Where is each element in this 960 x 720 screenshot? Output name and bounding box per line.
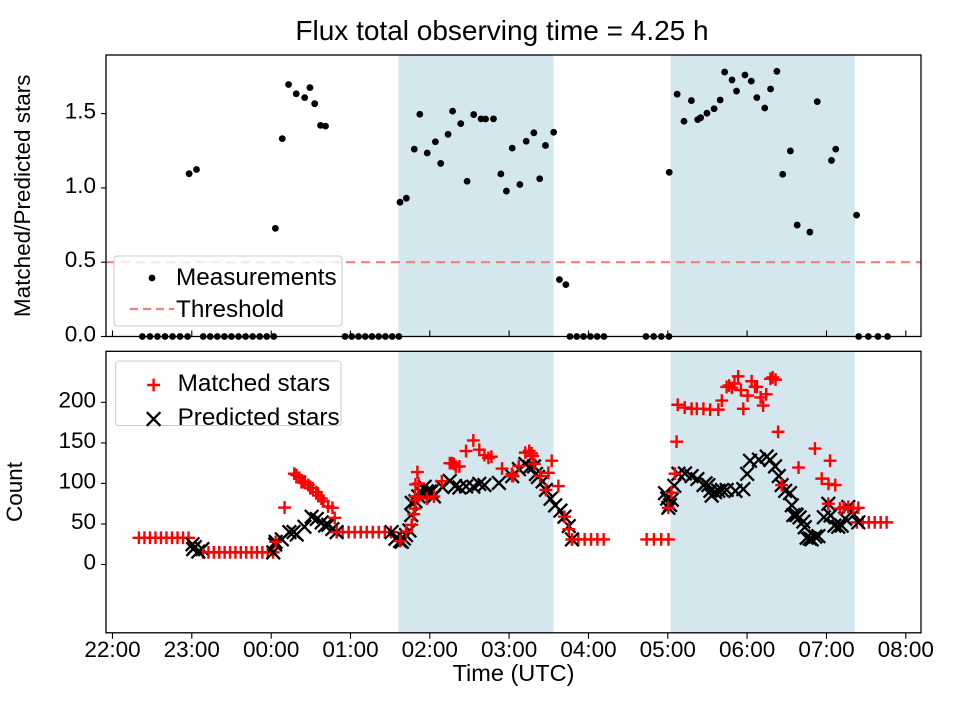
- svg-text:04:00: 04:00: [560, 637, 616, 662]
- svg-text:06:00: 06:00: [719, 637, 775, 662]
- svg-text:200: 200: [58, 387, 96, 412]
- svg-text:0.0: 0.0: [65, 322, 96, 347]
- svg-text:Flux total observing time = 4.: Flux total observing time = 4.25 h: [295, 15, 708, 46]
- svg-text:Count: Count: [2, 461, 27, 522]
- svg-text:1.5: 1.5: [65, 99, 96, 124]
- svg-text:Measurements: Measurements: [176, 264, 337, 291]
- svg-text:100: 100: [58, 468, 96, 493]
- svg-text:08:00: 08:00: [878, 637, 934, 662]
- svg-text:Predicted stars: Predicted stars: [178, 404, 340, 431]
- svg-text:02:00: 02:00: [402, 637, 458, 662]
- svg-text:Time (UTC): Time (UTC): [453, 660, 575, 686]
- svg-text:05:00: 05:00: [640, 637, 696, 662]
- svg-text:Threshold: Threshold: [176, 296, 284, 323]
- svg-text:Matched/Predicted stars: Matched/Predicted stars: [10, 74, 35, 317]
- svg-text:07:00: 07:00: [798, 637, 854, 662]
- svg-text:Matched stars: Matched stars: [178, 370, 331, 397]
- svg-text:23:00: 23:00: [164, 637, 220, 662]
- svg-text:22:00: 22:00: [84, 637, 140, 662]
- svg-text:01:00: 01:00: [322, 637, 378, 662]
- svg-text:00:00: 00:00: [243, 637, 299, 662]
- svg-text:50: 50: [71, 509, 96, 534]
- svg-text:0.5: 0.5: [65, 247, 96, 272]
- svg-text:150: 150: [58, 428, 96, 453]
- svg-text:1.0: 1.0: [65, 173, 96, 198]
- svg-text:03:00: 03:00: [481, 637, 537, 662]
- svg-text:0: 0: [83, 550, 96, 575]
